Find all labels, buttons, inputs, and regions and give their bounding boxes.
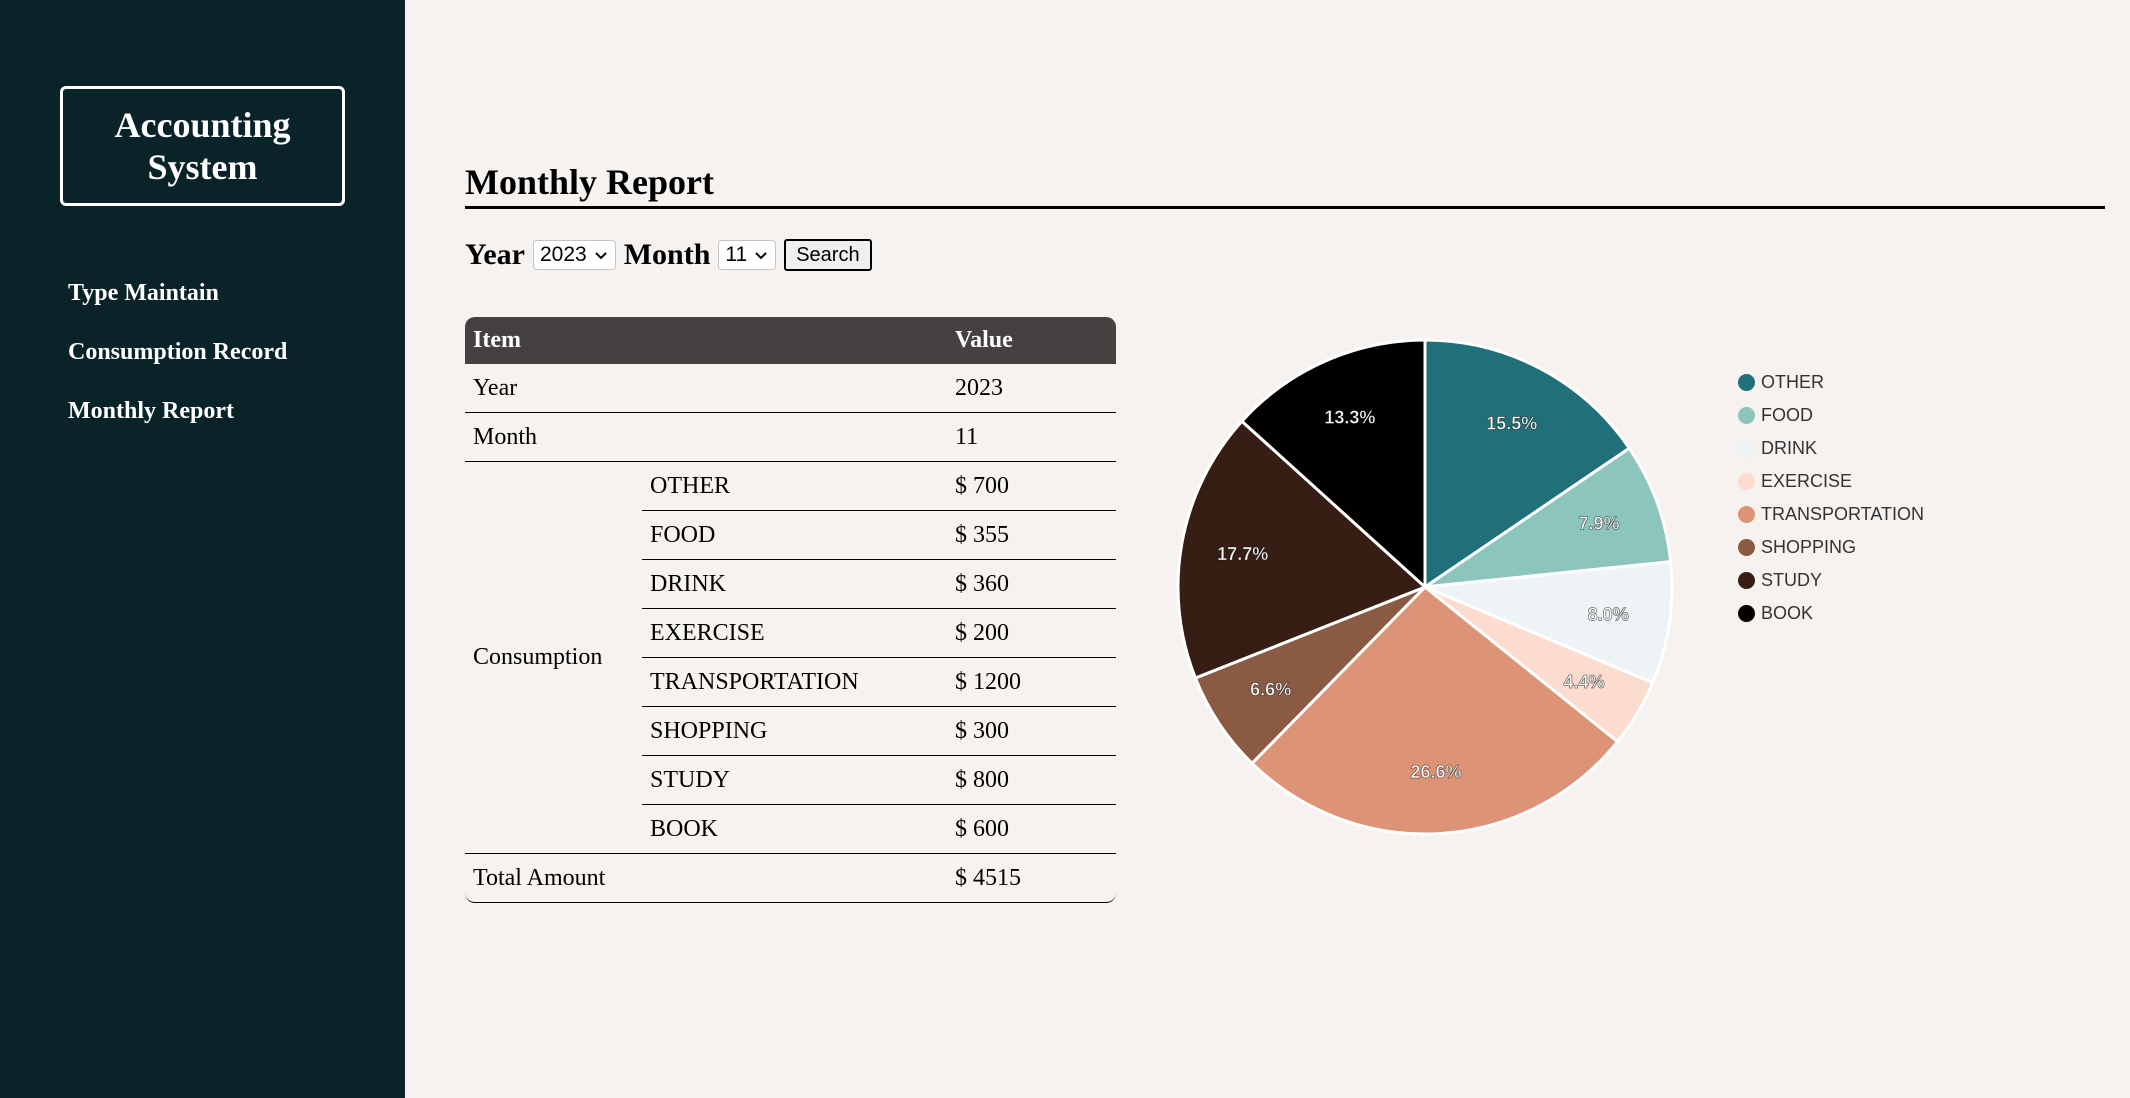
row-value-month: 11 bbox=[947, 413, 1116, 462]
consumption-type: SHOPPING bbox=[642, 707, 947, 756]
row-label-total: Total Amount bbox=[465, 854, 947, 903]
table-row: Year 2023 bbox=[465, 364, 1116, 413]
legend-label: EXERCISE bbox=[1761, 471, 1853, 491]
table-row: Consumption OTHER $ 700 bbox=[465, 462, 1116, 854]
row-value-total: $ 4515 bbox=[947, 854, 1116, 903]
search-button[interactable]: Search bbox=[784, 239, 872, 271]
pie-label-book: 13.3% bbox=[1324, 408, 1375, 428]
row-label-year: Year bbox=[465, 364, 947, 413]
report-table: Item Value Year 2023 Month 11 Consumptio… bbox=[465, 317, 1116, 903]
table-row: STUDY $ 800 bbox=[465, 756, 1116, 805]
table-row-total: Total Amount $ 4515 bbox=[465, 854, 1116, 903]
legend-item-study[interactable]: STUDY bbox=[1738, 564, 1924, 597]
filter-bar: Year 2023 Month 11 Search bbox=[465, 234, 872, 276]
legend-swatch bbox=[1738, 374, 1755, 391]
consumption-value: $ 1200 bbox=[947, 658, 1116, 707]
pie-slice-drink[interactable] bbox=[1424, 560, 1674, 685]
row-label-month: Month bbox=[465, 413, 947, 462]
nav-monthly-report[interactable]: Monthly Report bbox=[68, 398, 234, 424]
chart-legend: OTHER FOOD DRINK EXERCISE TRANSPORTATION SHOP… bbox=[1738, 366, 1924, 630]
table-header-row: Item Value bbox=[465, 317, 1116, 364]
consumption-value: $ 200 bbox=[947, 609, 1116, 658]
legend-label: STUDY bbox=[1761, 570, 1823, 590]
legend-label: TRANSPORTATION bbox=[1761, 504, 1925, 524]
table-row: BOOK $ 600 bbox=[465, 805, 1116, 854]
legend-label: BOOK bbox=[1761, 603, 1814, 623]
year-select[interactable]: 2023 bbox=[532, 240, 616, 270]
legend-swatch bbox=[1738, 407, 1755, 424]
year-select-value: 2023 bbox=[539, 243, 587, 266]
table-row: DRINK $ 360 bbox=[465, 560, 1116, 609]
legend-swatch bbox=[1738, 473, 1755, 490]
legend-label: FOOD bbox=[1761, 405, 1813, 425]
chevron-down-icon bbox=[755, 252, 767, 260]
pie-label-other: 15.5% bbox=[1486, 413, 1537, 433]
legend-label: SHOPPING bbox=[1761, 537, 1857, 557]
consumption-type: BOOK bbox=[642, 805, 947, 854]
nav-type-maintain[interactable]: Type Maintain bbox=[68, 280, 219, 306]
consumption-type: TRANSPORTATION bbox=[642, 658, 947, 707]
month-label: Month bbox=[623, 238, 711, 271]
legend-item-book[interactable]: BOOK bbox=[1738, 597, 1924, 630]
legend-label: DRINK bbox=[1761, 438, 1818, 458]
legend-swatch bbox=[1738, 605, 1755, 622]
consumption-value: $ 300 bbox=[947, 707, 1116, 756]
pie-label-food: 7.9% bbox=[1578, 514, 1619, 534]
pie-label-transportation: 26.6% bbox=[1410, 762, 1461, 782]
legend-item-other[interactable]: OTHER bbox=[1738, 366, 1924, 399]
consumption-type: EXERCISE bbox=[642, 609, 947, 658]
sidebar: Accounting System Type Maintain Consumpt… bbox=[0, 0, 405, 1098]
legend-swatch bbox=[1738, 572, 1755, 589]
pie-slice-other[interactable] bbox=[1423, 338, 1632, 590]
legend-item-shopping[interactable]: SHOPPING bbox=[1738, 531, 1924, 564]
legend-swatch bbox=[1738, 539, 1755, 556]
consumption-value: $ 360 bbox=[947, 560, 1116, 609]
pie-slice-food[interactable] bbox=[1424, 446, 1673, 589]
table-row: TRANSPORTATION $ 1200 bbox=[465, 658, 1116, 707]
consumption-value: $ 355 bbox=[947, 511, 1116, 560]
table-row: SHOPPING $ 300 bbox=[465, 707, 1116, 756]
legend-swatch bbox=[1738, 440, 1755, 457]
consumption-type: OTHER bbox=[642, 462, 947, 511]
table-row: FOOD $ 355 bbox=[465, 511, 1116, 560]
consumption-type: DRINK bbox=[642, 560, 947, 609]
month-select-value: 11 bbox=[725, 243, 748, 266]
legend-swatch bbox=[1738, 506, 1755, 523]
nav-consumption-record[interactable]: Consumption Record bbox=[68, 339, 288, 365]
consumption-type: STUDY bbox=[642, 756, 947, 805]
page-title: Monthly Report bbox=[465, 160, 2105, 209]
legend-label: OTHER bbox=[1761, 372, 1824, 392]
consumption-value: $ 600 bbox=[947, 805, 1116, 854]
header-value: Value bbox=[947, 317, 1116, 364]
month-select[interactable]: 11 bbox=[718, 240, 777, 270]
row-value-year: 2023 bbox=[947, 364, 1116, 413]
consumption-pie-chart: 15.5% 7.9% 8.0% 4.4% 26.6% 6.6% 17.7% 13.3% bbox=[1176, 338, 1674, 836]
year-label: Year bbox=[465, 238, 525, 271]
consumption-value: $ 800 bbox=[947, 756, 1116, 805]
header-item: Item bbox=[465, 317, 947, 364]
legend-item-drink[interactable]: DRINK bbox=[1738, 432, 1924, 465]
row-label-consumption: Consumption bbox=[465, 462, 642, 854]
legend-item-food[interactable]: FOOD bbox=[1738, 399, 1924, 432]
table-row: EXERCISE $ 200 bbox=[465, 609, 1116, 658]
pie-label-drink: 8.0% bbox=[1588, 604, 1629, 624]
pie-slice-study[interactable] bbox=[1176, 419, 1428, 680]
legend-item-exercise[interactable]: EXERCISE bbox=[1738, 465, 1924, 498]
pie-label-study: 17.7% bbox=[1217, 544, 1268, 564]
pie-slice-transportation[interactable] bbox=[1249, 584, 1620, 836]
legend-item-transportation[interactable]: TRANSPORTATION bbox=[1738, 498, 1924, 531]
consumption-type: FOOD bbox=[642, 511, 947, 560]
sidebar-nav: Type Maintain Consumption Record Monthly… bbox=[68, 278, 287, 455]
app-brand[interactable]: Accounting System bbox=[60, 86, 345, 206]
chevron-down-icon bbox=[594, 252, 607, 260]
table-row: Month 11 bbox=[465, 413, 1116, 462]
pie-label-shopping: 6.6% bbox=[1250, 680, 1291, 700]
pie-label-exercise: 4.4% bbox=[1564, 672, 1605, 692]
consumption-value: $ 700 bbox=[947, 462, 1116, 511]
pie-slice-book[interactable] bbox=[1239, 338, 1427, 591]
